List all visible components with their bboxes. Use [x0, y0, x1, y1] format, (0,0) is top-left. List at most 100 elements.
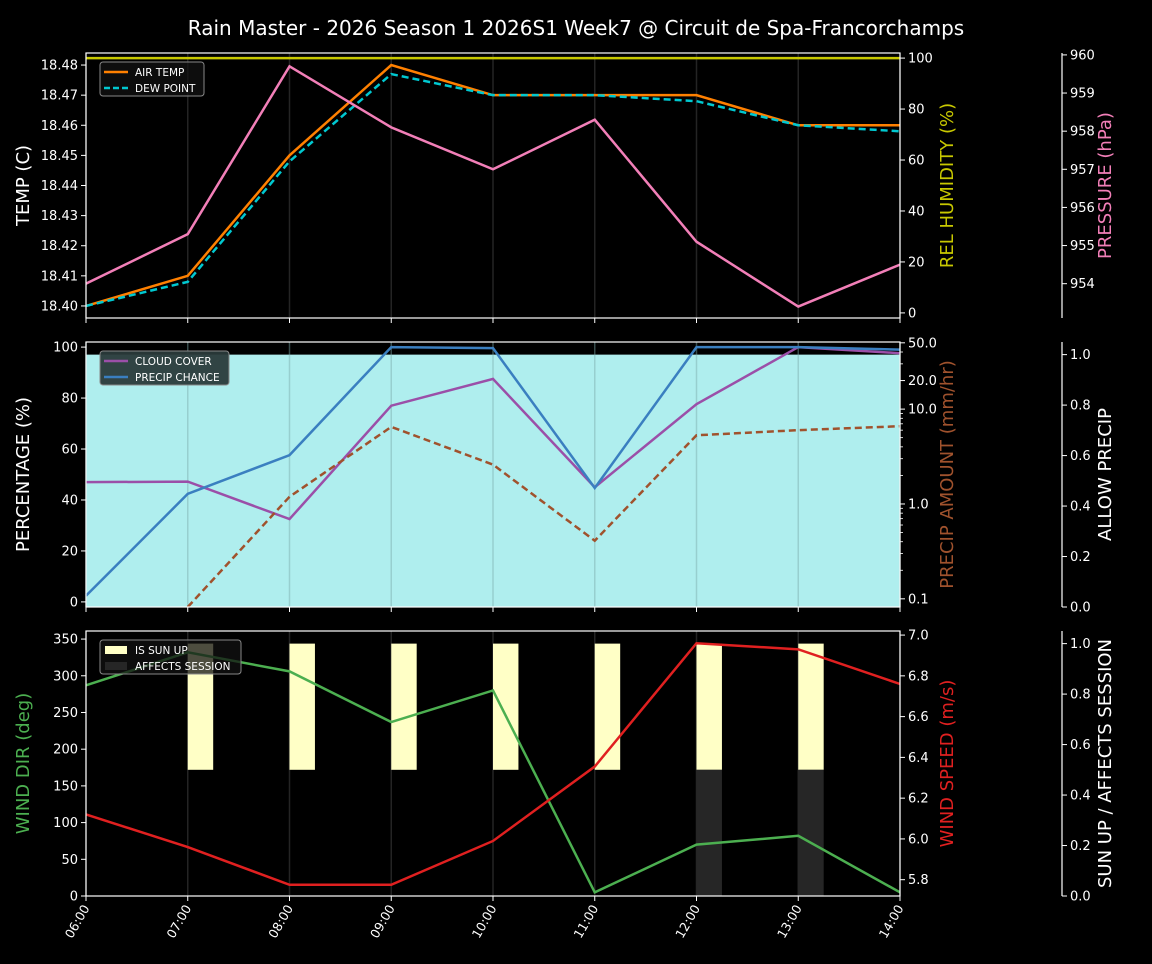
- legend-box: [99, 350, 230, 386]
- y-tick-label: 100: [53, 341, 78, 356]
- y-tick-label: 960: [1070, 48, 1095, 63]
- sun-up-bar: [594, 643, 621, 770]
- y-tick-label: 0.2: [1070, 839, 1091, 854]
- y-tick-label: 18.44: [41, 179, 78, 194]
- sun-up-bar: [391, 643, 417, 770]
- y-tick-label: 958: [1070, 125, 1095, 140]
- panel-2: 0 20 40 60 80 100 PERCENTAGE (%) 0.1 1.0 10.0 20.0…: [13, 336, 1116, 615]
- y-tick-label: 6.6: [908, 710, 929, 725]
- y-tick-label: 20.0: [908, 374, 937, 389]
- legend-label: DEW POINT: [135, 83, 196, 95]
- x-tick-label: 11:00: [570, 902, 601, 941]
- series-line-cloud-cover: [85, 345, 901, 521]
- x-tick-label: 12:00: [672, 902, 703, 941]
- legend-label: IS SUN UP: [135, 645, 188, 657]
- x-tick-label: 13:00: [774, 902, 805, 941]
- y-tick-label: 0.6: [1070, 738, 1091, 753]
- legend-swatch: [105, 662, 127, 670]
- y-tick-label: 18.40: [41, 299, 78, 314]
- y-tick-label: 0.4: [1070, 500, 1091, 515]
- y-tick-label: 959: [1070, 87, 1095, 102]
- y-tick-label: 50: [61, 853, 78, 868]
- y-tick-label: 954: [1070, 277, 1095, 292]
- series-line-wind-speed-m-s: [85, 641, 901, 887]
- x-tick-label: 14:00: [876, 902, 907, 941]
- y-tick-label: 0.0: [1070, 601, 1091, 616]
- axis-label-far-right: PRESSURE (hPa): [1095, 112, 1116, 259]
- y-tick-label: 60: [908, 154, 925, 169]
- y-tick-label: 18.42: [41, 239, 78, 254]
- legend: AIR TEMP DEW POINT: [99, 61, 205, 97]
- series-line-dew-point: [85, 72, 901, 308]
- x-tick-label: 09:00: [367, 902, 398, 941]
- y-tick-label: 150: [53, 779, 78, 794]
- y-tick-label: 0.8: [1070, 399, 1091, 414]
- y-tick-label: 955: [1070, 239, 1095, 254]
- chart-title: Rain Master - 2026 Season 1 2026S1 Week7…: [188, 16, 964, 40]
- panel-3: 0 50 100 150 200 250 300 350 WIND DIR (deg) 5.8 6.…: [13, 629, 1116, 941]
- axis-label-right: PRECIP AMOUNT (mm/hr): [937, 360, 958, 589]
- legend: CLOUD COVER PRECIP CHANCE: [99, 350, 230, 386]
- y-tick-label: 6.4: [908, 751, 929, 766]
- y-tick-label: 0: [908, 306, 916, 321]
- y-tick-label: 80: [61, 392, 78, 407]
- y-tick-label: 0.8: [1070, 688, 1091, 703]
- y-tick-label: 350: [53, 633, 78, 648]
- y-tick-label: 6.0: [908, 832, 929, 847]
- y-tick-label: 18.43: [41, 209, 78, 224]
- y-tick-label: 0: [70, 890, 78, 905]
- x-tick-label: 06:00: [62, 902, 93, 941]
- x-tick-label: 10:00: [469, 902, 500, 941]
- y-tick-label: 6.8: [908, 669, 929, 684]
- axis-label-far-right: ALLOW PRECIP: [1095, 408, 1116, 541]
- y-tick-label: 5.8: [908, 873, 929, 888]
- y-tick-label: 18.46: [41, 119, 78, 134]
- sun-up-bar: [289, 643, 315, 770]
- y-tick-label: 250: [53, 706, 78, 721]
- x-tick-label: 08:00: [265, 902, 296, 941]
- y-tick-label: 6.2: [908, 792, 929, 807]
- panel-1: 18.40 18.41 18.42 18.43 18.44 18.45 18.46 18.47…: [13, 48, 1116, 323]
- sun-up-bar: [798, 643, 824, 770]
- series-line-pressure-hpa: [85, 64, 901, 308]
- y-tick-label: 956: [1070, 201, 1095, 216]
- y-tick-label: 1.0: [1070, 348, 1091, 363]
- axis-label-left: TEMP (C): [13, 145, 34, 227]
- series-line-precip-amount-mm-hr: [186, 424, 901, 608]
- y-tick-label: 18.41: [41, 269, 78, 284]
- y-tick-label: 0.6: [1070, 449, 1091, 464]
- allow-precip-fill: [86, 354, 900, 607]
- axis-label-right: REL HUMIDITY (%): [937, 103, 958, 268]
- affects-session-bar: [798, 769, 824, 896]
- legend-label: PRECIP CHANCE: [135, 372, 220, 384]
- legend: IS SUN UP AFFECTS SESSION: [99, 639, 242, 675]
- y-tick-label: 100: [908, 52, 933, 67]
- axis-label-far-right: SUN UP / AFFECTS SESSION: [1095, 639, 1116, 888]
- legend-swatch: [105, 646, 127, 654]
- y-tick-label: 18.48: [41, 59, 78, 74]
- y-tick-label: 20: [908, 255, 925, 270]
- series-line-precip-chance: [85, 345, 901, 597]
- y-tick-label: 0.1: [908, 592, 929, 607]
- axis-label-left: PERCENTAGE (%): [13, 397, 34, 552]
- y-tick-label: 1.0: [1070, 637, 1091, 652]
- y-tick-label: 0.4: [1070, 789, 1091, 804]
- legend-label: CLOUD COVER: [135, 356, 212, 368]
- y-tick-label: 50.0: [908, 336, 937, 351]
- y-tick-label: 0.0: [1070, 890, 1091, 905]
- y-tick-label: 957: [1070, 163, 1095, 178]
- y-tick-label: 80: [908, 103, 925, 118]
- y-tick-label: 18.47: [41, 89, 78, 104]
- affects-session-bar: [696, 769, 722, 896]
- y-tick-label: 200: [53, 743, 78, 758]
- y-tick-label: 0.2: [1070, 550, 1091, 565]
- y-tick-label: 20: [61, 544, 78, 559]
- sun-up-bar: [696, 643, 722, 770]
- axis-label-right: WIND SPEED (m/s): [937, 680, 958, 848]
- legend-box: [99, 639, 242, 675]
- axis-label-left: WIND DIR (deg): [13, 693, 34, 835]
- y-tick-label: 60: [61, 443, 78, 458]
- x-tick-label: 07:00: [163, 902, 194, 941]
- y-tick-label: 7.0: [908, 629, 929, 644]
